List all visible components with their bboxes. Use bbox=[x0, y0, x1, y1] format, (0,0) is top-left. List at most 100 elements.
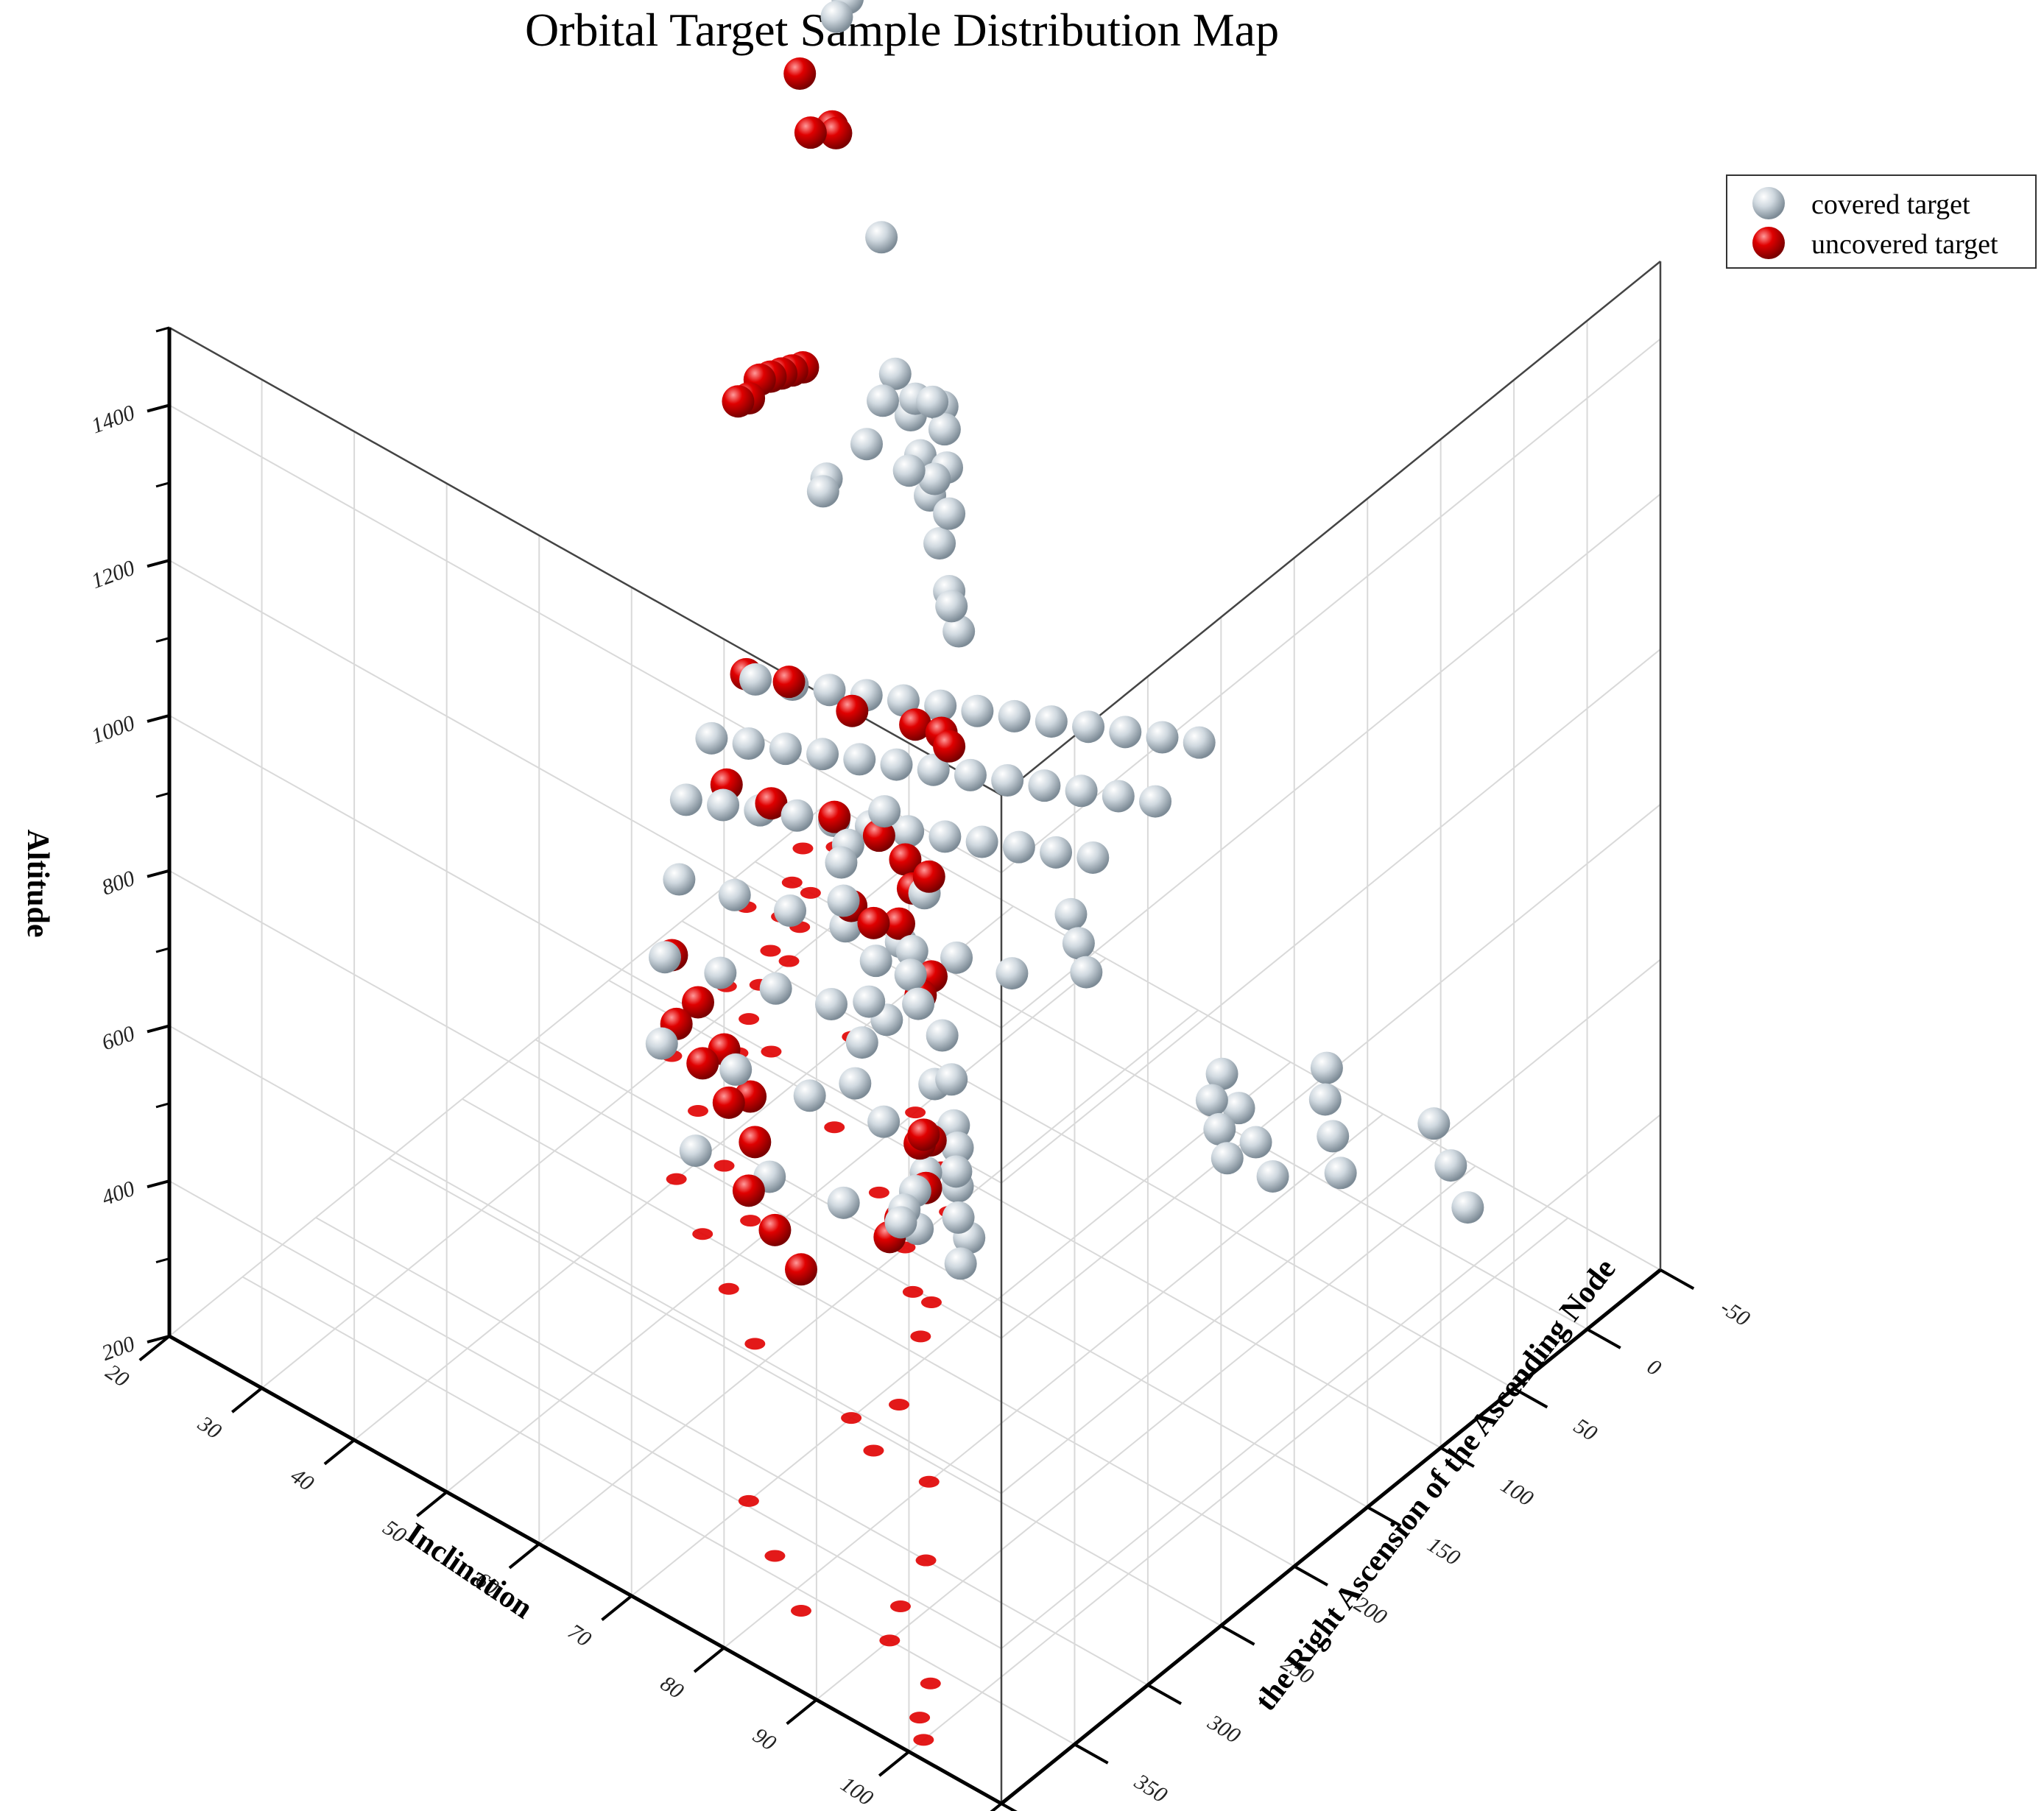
covered-target-point bbox=[944, 1247, 977, 1280]
covered-target-point bbox=[645, 1027, 678, 1060]
floor-gridline bbox=[723, 1113, 1384, 1649]
covered-target-point bbox=[843, 743, 876, 776]
covered-target-point bbox=[1028, 769, 1061, 802]
covered-target-point bbox=[1222, 1092, 1255, 1125]
covered-target-point bbox=[894, 959, 927, 992]
covered-target-point bbox=[892, 815, 925, 848]
covered-target-point bbox=[878, 357, 912, 390]
covered-target-point bbox=[695, 721, 728, 755]
wall-gridline bbox=[1001, 959, 1661, 1494]
point-shadow bbox=[918, 1475, 940, 1488]
uncovered-target-point bbox=[912, 860, 945, 893]
floor-gridline bbox=[828, 802, 1661, 1271]
covered-target-point bbox=[902, 987, 935, 1020]
covered-target-point bbox=[704, 956, 737, 989]
point-shadow bbox=[778, 955, 800, 967]
z-tick-label: 1400 bbox=[88, 400, 138, 439]
covered-target-point bbox=[935, 590, 968, 623]
point-shadow bbox=[764, 1550, 786, 1562]
x-tick bbox=[416, 1491, 448, 1517]
covered-target-point bbox=[928, 820, 962, 853]
y-tick bbox=[1293, 1565, 1328, 1586]
point-shadow bbox=[920, 1677, 941, 1690]
wall-gridline bbox=[169, 1180, 1002, 1650]
covered-target-point bbox=[679, 1134, 712, 1168]
floor-gridline bbox=[462, 1098, 1295, 1567]
z-tick-label: 800 bbox=[99, 866, 138, 900]
uncovered-target-point bbox=[862, 819, 895, 852]
covered-target-point bbox=[718, 878, 751, 911]
covered-target-point bbox=[825, 846, 858, 879]
y-tick bbox=[1074, 1743, 1109, 1765]
point-shadow bbox=[909, 1712, 931, 1724]
covered-target-point bbox=[707, 788, 740, 822]
covered-target-point bbox=[806, 738, 839, 771]
covered-target-point bbox=[739, 663, 772, 696]
y-tick-label: 0 bbox=[1643, 1355, 1665, 1381]
covered-target-point bbox=[1035, 705, 1068, 738]
floor-gridline bbox=[631, 1062, 1291, 1597]
legend-label-uncovered: uncovered target bbox=[1811, 229, 1998, 260]
point-shadow bbox=[921, 1296, 942, 1308]
covered-target-point bbox=[1310, 1051, 1343, 1084]
floor-gridline bbox=[353, 906, 1014, 1441]
legend-marker-covered bbox=[1752, 187, 1785, 219]
covered-target-point bbox=[1040, 836, 1073, 869]
covered-target-point bbox=[774, 894, 807, 928]
floor-gridline bbox=[538, 1009, 1199, 1545]
covered-target-point bbox=[1002, 830, 1035, 864]
wall-gridline bbox=[1001, 1114, 1661, 1650]
uncovered-target-point bbox=[783, 57, 817, 90]
covered-target-point bbox=[942, 1201, 975, 1234]
uncovered-target-point bbox=[772, 666, 806, 699]
y-tick bbox=[1439, 1446, 1475, 1468]
covered-target-point bbox=[884, 1206, 917, 1239]
y-tick-label: 350 bbox=[1130, 1769, 1171, 1807]
covered-target-point bbox=[880, 748, 913, 781]
covered-target-point bbox=[669, 783, 702, 816]
y-tick-label: -50 bbox=[1716, 1295, 1754, 1331]
covered-target-point bbox=[923, 527, 956, 560]
covered-target-point bbox=[820, 0, 853, 33]
point-shadow bbox=[868, 1186, 889, 1198]
covered-target-point bbox=[732, 727, 765, 760]
point-shadow bbox=[738, 1494, 759, 1507]
point-shadow bbox=[688, 1105, 708, 1117]
z-axis-label: Altitude bbox=[21, 830, 54, 938]
covered-target-point bbox=[865, 221, 898, 254]
covered-target-point bbox=[917, 753, 950, 786]
x-tick bbox=[878, 1750, 910, 1777]
point-shadow bbox=[913, 1734, 934, 1746]
y-tick bbox=[1001, 1802, 1018, 1811]
uncovered-target-point bbox=[755, 787, 788, 820]
uncovered-target-point bbox=[907, 1118, 940, 1151]
x-tick bbox=[601, 1595, 633, 1621]
z-tick bbox=[147, 1335, 170, 1344]
covered-target-point bbox=[1062, 927, 1095, 960]
x-axis-line bbox=[168, 1334, 1003, 1806]
covered-target-point bbox=[1434, 1149, 1467, 1182]
covered-target-point bbox=[1102, 780, 1135, 813]
covered-target-point bbox=[850, 428, 883, 461]
covered-target-point bbox=[933, 497, 966, 530]
covered-target-point bbox=[918, 462, 951, 495]
wall-gridline bbox=[1001, 649, 1661, 1184]
covered-target-point bbox=[815, 988, 847, 1020]
point-shadow bbox=[800, 886, 821, 899]
covered-target-point bbox=[769, 732, 802, 766]
covered-target-point bbox=[1324, 1157, 1357, 1190]
x-tick-label: 30 bbox=[193, 1411, 225, 1444]
covered-target-point bbox=[1065, 774, 1098, 808]
point-shadow bbox=[692, 1228, 713, 1240]
covered-target-point bbox=[887, 684, 920, 717]
point-shadow bbox=[905, 1106, 926, 1119]
x-tick bbox=[323, 1438, 356, 1466]
point-shadow bbox=[910, 1330, 931, 1343]
y-tick-label: 300 bbox=[1203, 1709, 1244, 1748]
covered-target-point bbox=[1417, 1107, 1451, 1140]
y-tick bbox=[1220, 1624, 1255, 1646]
floor-gridline bbox=[388, 1157, 1222, 1627]
data-points bbox=[645, 0, 1484, 1286]
point-shadow bbox=[760, 945, 781, 957]
